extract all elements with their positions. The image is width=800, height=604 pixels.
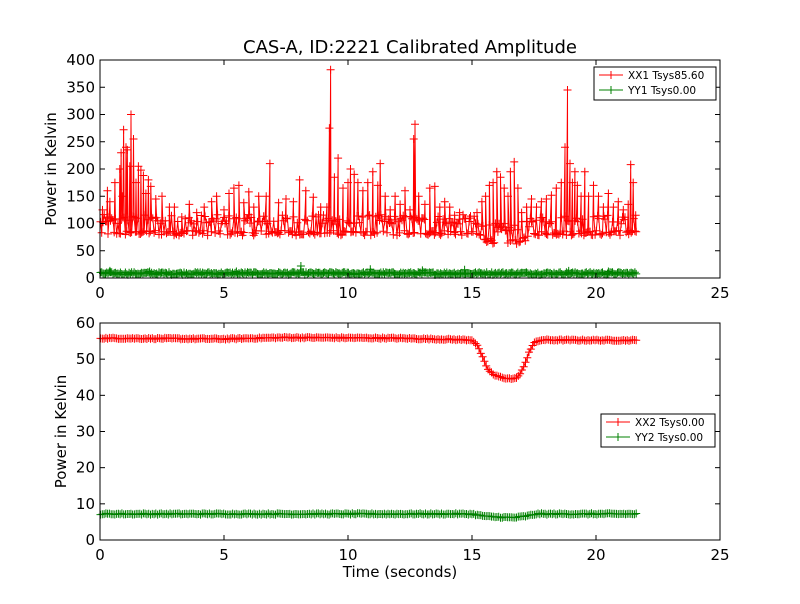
y-tick-label: 40	[76, 386, 95, 404]
x-tick-label: 20	[586, 284, 605, 302]
legend-marker	[607, 71, 615, 79]
x-tick-label: 20	[586, 546, 605, 564]
y-tick-label: 300	[66, 106, 95, 124]
legend-box	[593, 66, 717, 101]
x-tick-label: 5	[219, 546, 229, 564]
marker-plus	[96, 65, 641, 248]
y-tick-label: 0	[85, 531, 95, 549]
series-markers	[96, 262, 641, 279]
legend-marker	[614, 433, 622, 441]
series-yy1-tsys0-00	[96, 262, 641, 279]
chart-title: CAS-A, ID:2221 Calibrated Amplitude	[243, 37, 577, 58]
y-axis-label: Power in Kelvin	[42, 112, 60, 226]
y-tick-label: 10	[76, 495, 95, 513]
marker-plus	[96, 333, 641, 383]
series-xx2-tsys0-00	[96, 333, 641, 383]
series-markers	[96, 509, 641, 522]
legend-label: XX1 Tsys85.60	[628, 70, 704, 82]
y-tick-label: 60	[76, 314, 95, 332]
legend-label: YY2 Tsys0.00	[634, 432, 703, 444]
y-tick-label: 400	[66, 51, 95, 69]
bottom-panel: 0 5 10 15 20 25 0 10 20 30 40 50 60 Power in Kelvin Ti…	[52, 314, 730, 581]
legend-box	[600, 413, 716, 448]
y-tick-label: 100	[66, 215, 95, 233]
series-yy2-tsys0-00	[96, 509, 641, 522]
marker-plus	[96, 509, 641, 522]
y-tick-label: 50	[76, 350, 95, 368]
marker-plus	[96, 262, 641, 279]
y-tick-label: 250	[66, 133, 95, 151]
series-markers	[96, 333, 641, 383]
series-xx1-tsys85-60	[96, 65, 641, 248]
y-tick-label: 30	[76, 423, 95, 441]
x-tick-label: 15	[462, 284, 481, 302]
legend-label: XX2 Tsys0.00	[635, 417, 705, 429]
x-tick-label: 0	[95, 546, 105, 564]
legend-label: YY1 Tsys0.00	[627, 85, 696, 97]
y-tick-label: 0	[85, 269, 95, 287]
y-tick-label: 200	[66, 160, 95, 178]
legend: XX2 Tsys0.00 YY2 Tsys0.00	[600, 413, 716, 448]
x-axis-label: Time (seconds)	[342, 563, 458, 581]
x-tick-label: 5	[219, 284, 229, 302]
x-tick-label: 10	[338, 284, 357, 302]
legend-marker	[614, 418, 622, 426]
x-tick-label: 25	[710, 284, 729, 302]
y-tick-label: 50	[76, 242, 95, 260]
y-tick-label: 20	[76, 459, 95, 477]
x-tick-label: 15	[462, 546, 481, 564]
legend-marker	[607, 86, 615, 94]
series-markers	[96, 65, 641, 248]
x-tick-label: 10	[338, 546, 357, 564]
y-tick-label: 150	[66, 187, 95, 205]
top-panel: 0 5 10 15 20 25050100150200250300350400Power …	[42, 51, 730, 302]
x-tick-label: 25	[710, 546, 729, 564]
y-axis-label: Power in Kelvin	[52, 375, 70, 489]
legend: XX1 Tsys85.60 YY1 Tsys0.00	[593, 66, 717, 101]
x-tick-label: 0	[95, 284, 105, 302]
y-tick-label: 350	[66, 78, 95, 96]
